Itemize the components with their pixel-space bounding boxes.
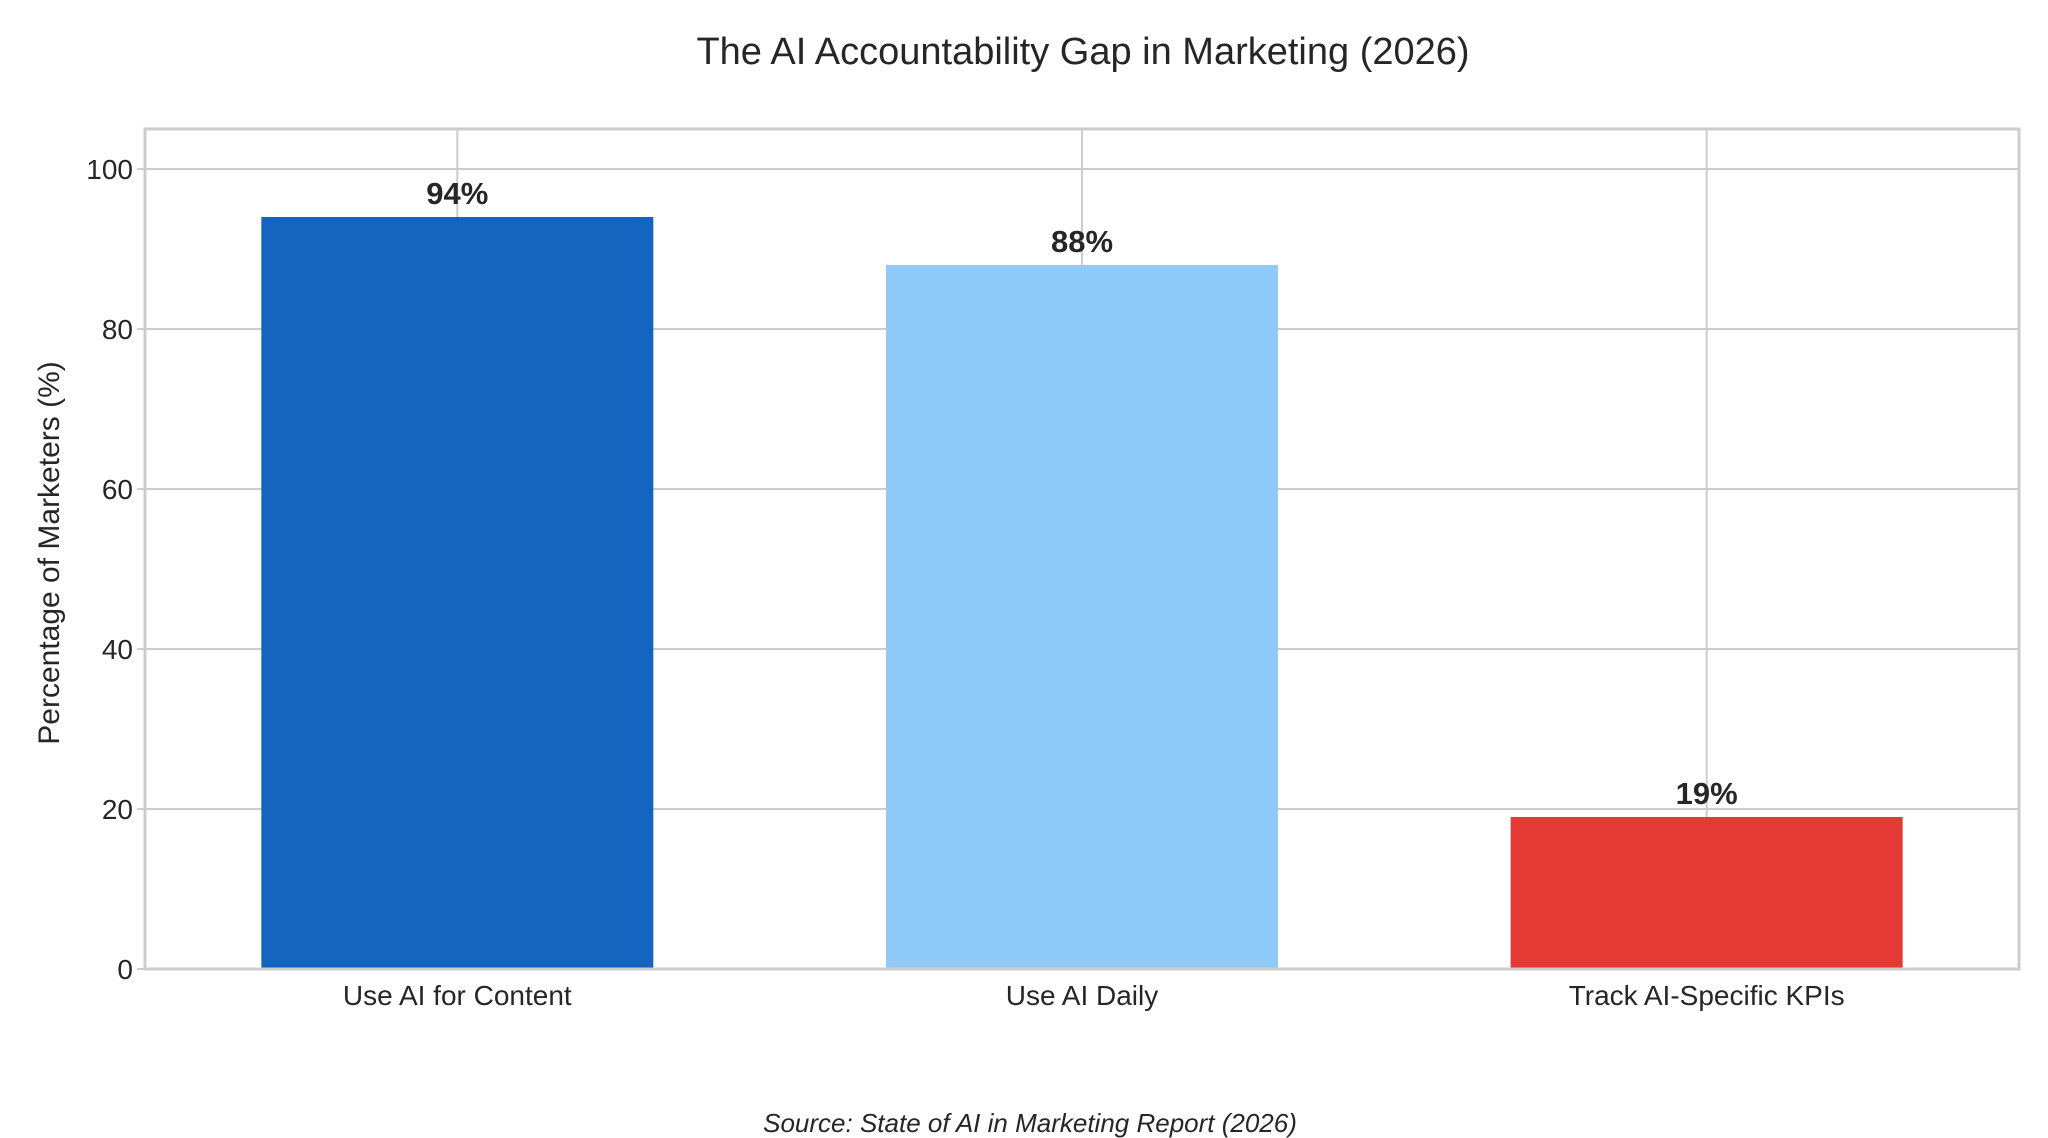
y-tick-label: 100 <box>86 154 133 185</box>
x-tick-label: Use AI Daily <box>1006 980 1159 1011</box>
data-labels: 94% 88% 19% <box>426 176 1737 811</box>
y-tick-label: 40 <box>102 634 133 665</box>
bar-2 <box>886 265 1278 969</box>
y-tick-label: 80 <box>102 314 133 345</box>
y-tick-label: 60 <box>102 474 133 505</box>
y-axis-label: Percentage of Marketers (%) <box>33 361 66 744</box>
x-tick-label: Use AI for Content <box>343 980 572 1011</box>
bar-1 <box>261 217 654 969</box>
plot-frame <box>143 127 2021 971</box>
chart-title: The AI Accountability Gap in Marketing (… <box>696 31 1469 73</box>
y-axis-ticks: 0 20 40 60 80 100 <box>86 154 145 985</box>
x-axis-ticks: Use AI for Content Use AI Daily Track AI-S… <box>343 980 1845 1011</box>
data-label-1: 94% <box>426 176 488 211</box>
data-label-3: 19% <box>1676 776 1738 811</box>
bars <box>261 217 1903 969</box>
data-label-2: 88% <box>1051 224 1113 259</box>
source-note: Source: State of AI in Marketing Report … <box>763 1108 1297 1138</box>
y-tick-label: 20 <box>102 794 133 825</box>
x-tick-label: Track AI-Specific KPIs <box>1569 980 1845 1011</box>
plot-border <box>143 127 2021 971</box>
y-tick-label: 0 <box>117 954 133 985</box>
bar-3 <box>1510 817 1903 969</box>
